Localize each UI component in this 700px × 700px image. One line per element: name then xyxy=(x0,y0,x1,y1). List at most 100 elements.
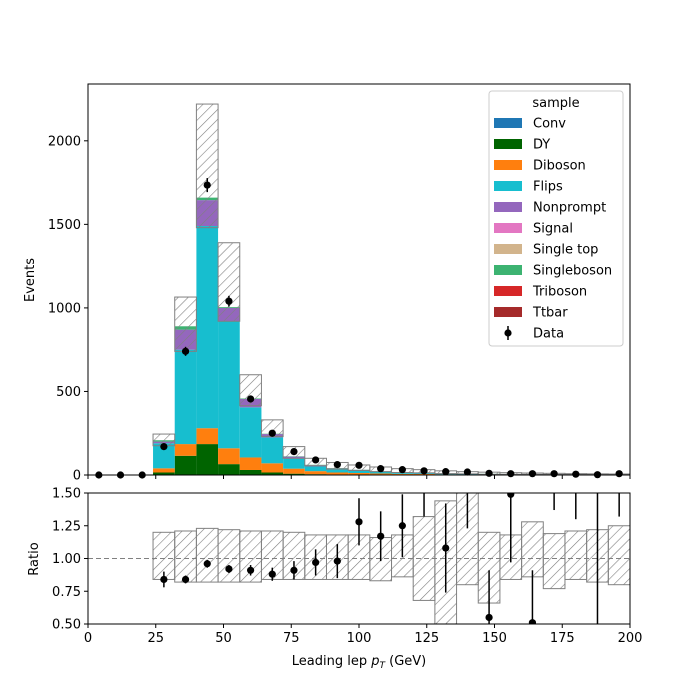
x-tick-label: 0 xyxy=(84,631,92,646)
legend-marker-data xyxy=(504,329,512,337)
data-point xyxy=(247,395,255,403)
bar-diboson xyxy=(196,428,219,445)
legend-label-data: Data xyxy=(533,327,564,342)
bar-diboson xyxy=(391,473,414,475)
ratio-point xyxy=(377,532,385,540)
x-axis-label: Leading lep pT (GeV) xyxy=(292,654,426,671)
bar-flips xyxy=(283,458,305,469)
ratio-y-tick-label: 1.00 xyxy=(52,552,81,567)
x-tick-label: 175 xyxy=(550,631,575,646)
legend-label-conv: Conv xyxy=(533,117,566,132)
uncertainty-band-bin xyxy=(195,103,219,229)
ratio-y-tick-label: 1.50 xyxy=(52,487,81,502)
legend-swatch-nonprompt xyxy=(494,202,522,212)
bar-diboson xyxy=(261,463,284,473)
bar-dy xyxy=(239,469,262,475)
ratio-point xyxy=(355,518,363,526)
x-tick-label: 75 xyxy=(283,631,300,646)
ratio-band-bin xyxy=(542,533,566,590)
x-tick-label: 200 xyxy=(618,631,643,646)
bar-flips xyxy=(174,349,197,445)
bar-diboson xyxy=(153,468,175,473)
bar-flips xyxy=(391,472,414,474)
bar-flips xyxy=(304,466,327,472)
data-point xyxy=(572,470,580,478)
bar-diboson xyxy=(218,448,240,465)
ratio-point xyxy=(398,522,406,530)
bar-dy xyxy=(283,473,305,475)
bar-dy xyxy=(261,472,284,475)
legend-label-flips: Flips xyxy=(533,180,563,195)
bar-flips xyxy=(261,437,284,464)
legend-label-triboson: Triboson xyxy=(532,285,587,300)
legend-swatch-triboson xyxy=(494,286,522,296)
x-tick-label: 50 xyxy=(215,631,232,646)
uncertainty-band-bin xyxy=(217,242,241,322)
data-point xyxy=(463,468,471,476)
y-tick-label: 0 xyxy=(73,469,81,484)
ratio-panel: 0.50 0.75 1.00 1.25 1.50 0 25 50 75 100 125 150 175… xyxy=(27,483,643,672)
legend-label-singleboson: Singleboson xyxy=(533,264,612,279)
bar-diboson xyxy=(326,472,349,475)
bar-dy xyxy=(196,444,219,475)
legend-label-diboson: Diboson xyxy=(533,159,586,174)
y-axis-label-ratio: Ratio xyxy=(27,542,42,575)
data-point xyxy=(442,468,450,476)
ratio-point xyxy=(507,493,515,498)
legend: sample Conv DY Diboson Flips Nonprompt Signal… xyxy=(488,90,624,347)
ratio-point xyxy=(528,619,537,624)
bar-dy xyxy=(218,464,240,475)
bar-dy xyxy=(174,455,197,475)
data-point xyxy=(290,448,298,456)
ratio-y-tick-label: 0.75 xyxy=(52,585,81,600)
y-tick-label: 2000 xyxy=(48,134,81,149)
ratio-band-bin xyxy=(607,525,630,586)
legend-title: sample xyxy=(532,96,579,111)
data-point xyxy=(528,470,537,478)
ratio-point xyxy=(160,575,168,584)
bar-diboson xyxy=(239,457,262,470)
x-tick-label: 100 xyxy=(347,631,372,646)
bar-diboson xyxy=(283,468,305,474)
uncertainty-band-bin xyxy=(174,296,197,352)
legend-swatch-signal xyxy=(494,223,522,233)
ratio-point xyxy=(312,558,320,567)
legend-swatch-dy xyxy=(494,139,522,149)
bar-flips xyxy=(239,407,262,458)
bar-flips xyxy=(369,471,392,474)
bar-diboson xyxy=(369,473,392,475)
legend-box xyxy=(488,90,624,347)
data-point xyxy=(225,297,233,305)
legend-swatch-single-top xyxy=(494,244,522,254)
bar-diboson xyxy=(348,472,370,475)
data-point xyxy=(312,456,320,464)
bar-dy xyxy=(153,472,175,475)
ratio-point xyxy=(464,485,471,492)
legend-swatch-diboson xyxy=(494,160,522,170)
x-tick-label: 25 xyxy=(147,631,164,646)
bar-flips xyxy=(218,321,240,449)
bar-flips xyxy=(326,469,349,473)
ratio-point xyxy=(203,560,211,568)
ratio-band-bin xyxy=(217,529,241,583)
data-point xyxy=(333,461,341,469)
bar-diboson xyxy=(304,471,327,475)
legend-swatch-conv xyxy=(494,118,522,128)
ratio-point xyxy=(268,570,276,578)
ratio-point xyxy=(247,566,255,574)
bar-diboson xyxy=(174,444,197,456)
legend-label-dy: DY xyxy=(533,138,550,153)
legend-swatch-singleboson xyxy=(494,265,522,275)
data-point xyxy=(355,461,363,469)
data-point xyxy=(181,347,190,355)
ratio-band-bin xyxy=(174,530,197,583)
ratio-point xyxy=(485,613,493,622)
legend-label-ttbar: Ttbar xyxy=(532,306,568,321)
data-point xyxy=(420,467,428,475)
data-point xyxy=(550,470,558,478)
bar-flips xyxy=(153,443,175,469)
ratio-point xyxy=(594,483,601,490)
ratio-band-bin xyxy=(521,521,544,578)
y-axis-label-events: Events xyxy=(23,258,38,302)
